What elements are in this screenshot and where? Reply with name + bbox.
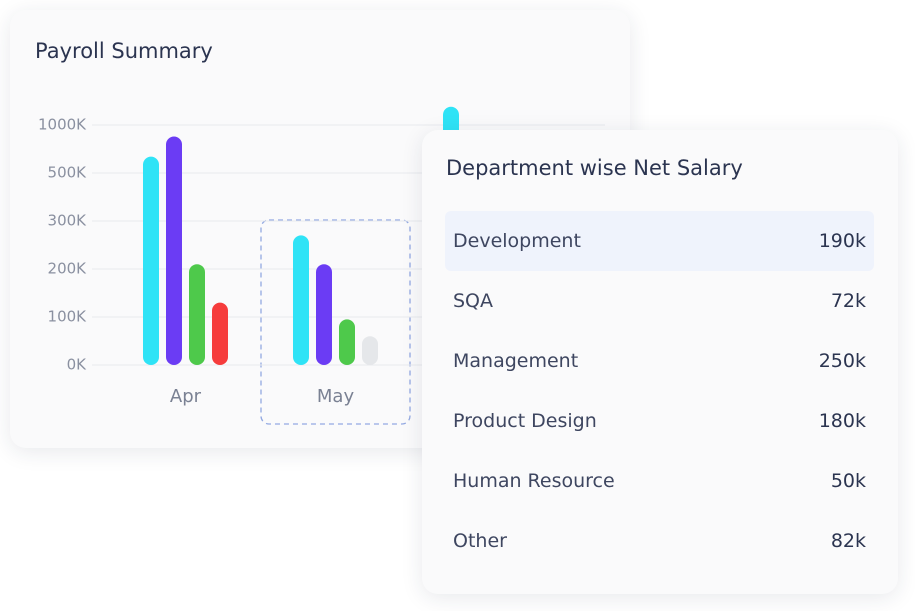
hover-box bbox=[260, 219, 411, 425]
y-tick-label: 300K bbox=[48, 212, 88, 230]
table-row: Management 250k bbox=[445, 331, 874, 391]
bar bbox=[143, 156, 159, 365]
department-name: Other bbox=[453, 530, 507, 552]
chart-title: Payroll Summary bbox=[35, 39, 213, 63]
bar bbox=[212, 302, 228, 365]
net-salary: 50k bbox=[830, 470, 866, 492]
department-card: Department wise Net Salary Development 19… bbox=[422, 130, 898, 594]
net-salary: 82k bbox=[830, 530, 866, 552]
bar bbox=[189, 264, 205, 365]
x-tick-label: May bbox=[317, 386, 355, 407]
table-title: Department wise Net Salary bbox=[446, 156, 743, 180]
department-name: Human Resource bbox=[453, 470, 615, 492]
net-salary: 190k bbox=[818, 230, 866, 252]
table-row: SQA 72k bbox=[445, 271, 874, 331]
department-name: SQA bbox=[453, 290, 494, 312]
table-row: Human Resource 50k bbox=[445, 451, 874, 511]
net-salary: 250k bbox=[818, 350, 866, 372]
bar bbox=[293, 235, 309, 365]
y-tick-label: 100K bbox=[48, 308, 88, 326]
y-tick-label: 500K bbox=[48, 164, 88, 182]
table-row: Product Design 180k bbox=[445, 391, 874, 451]
bar bbox=[316, 264, 332, 365]
y-tick-label: 0K bbox=[67, 356, 88, 374]
table: Development 190k SQA 72k Management 250k Produ… bbox=[445, 211, 874, 571]
bar bbox=[166, 136, 182, 365]
net-salary: 180k bbox=[818, 410, 866, 432]
department-name: Product Design bbox=[453, 410, 597, 432]
y-tick-label: 200K bbox=[48, 260, 88, 278]
department-name: Management bbox=[453, 350, 579, 372]
table-row: Other 82k bbox=[445, 511, 874, 571]
table-row: Development 190k bbox=[445, 211, 874, 271]
bar bbox=[362, 336, 378, 365]
y-tick-label: 1000K bbox=[38, 116, 87, 134]
department-name: Development bbox=[453, 230, 581, 252]
net-salary: 72k bbox=[830, 290, 866, 312]
x-tick-label: Apr bbox=[170, 386, 202, 407]
bar bbox=[339, 319, 355, 365]
